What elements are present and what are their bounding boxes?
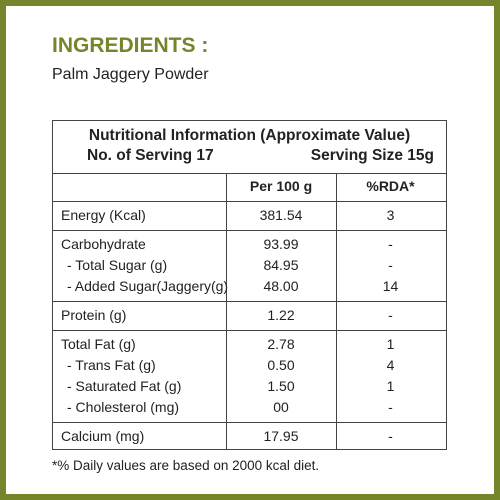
value-cell: 4 [386,357,395,373]
row-label: - Cholesterol (mg) [67,399,180,415]
row-label: Calcium (mg) [61,428,145,444]
value-cell: 0.50 [267,357,295,373]
row-line [53,201,446,202]
value-cell: 14 [382,278,399,294]
value-cell: 1.50 [267,378,295,394]
value-cell: 3 [386,207,395,223]
column-header: %RDA* [366,178,415,194]
row-line [53,422,446,423]
value-cell: 84.95 [263,257,299,273]
row-label: Energy (Kcal) [61,207,146,223]
nutrition-table: Nutritional Information (Approximate Val… [52,120,447,450]
heading: INGREDIENTS : [52,34,209,57]
col-line [336,173,337,449]
column-header: Per 100 g [249,178,313,194]
value-cell: 2.78 [267,336,295,352]
value-cell: 1 [386,336,395,352]
row-label: - Saturated Fat (g) [67,378,182,394]
row-label: - Added Sugar(Jaggery(g) [67,278,229,294]
footnote: *% Daily values are based on 2000 kcal d… [52,458,320,473]
row-label: - Trans Fat (g) [67,357,156,373]
value-cell: - [388,428,393,444]
serving-size: Serving Size 15g [310,147,434,164]
row-label: Protein (g) [61,307,127,323]
col-line [226,173,227,449]
row-label: Total Fat (g) [61,336,136,352]
table-title: Nutritional Information (Approximate Val… [88,127,411,144]
row-line [53,301,446,302]
value-cell: - [388,236,393,252]
value-cell: - [388,399,393,415]
value-cell: 17.95 [263,428,299,444]
value-cell: 48.00 [263,278,299,294]
row-label: - Total Sugar (g) [67,257,168,273]
row-label: Carbohydrate [61,236,146,252]
servings: No. of Serving 17 [87,147,214,164]
value-cell: 00 [273,399,289,415]
value-cell: 381.54 [259,207,303,223]
ingredients: Palm Jaggery Powder [52,66,209,83]
value-cell: - [388,257,393,273]
row-line [53,173,446,174]
value-cell: 93.99 [263,236,299,252]
value-cell: 1.22 [267,307,295,323]
row-line [53,330,446,331]
row-line [53,230,446,231]
value-cell: - [388,307,393,323]
value-cell: 1 [386,378,395,394]
